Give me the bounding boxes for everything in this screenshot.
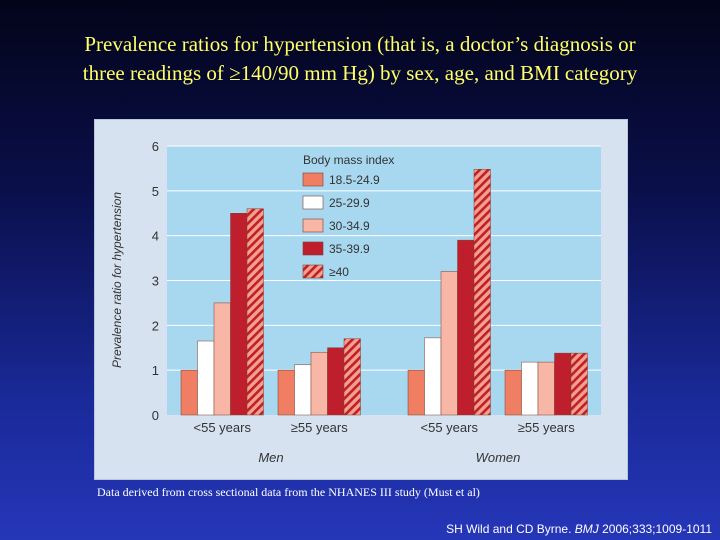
bar-series-3-cat-1 (327, 347, 345, 416)
y-tick-label-3: 3 (152, 274, 159, 289)
y-tick-label-4: 4 (152, 229, 159, 244)
legend-label-0: 18.5-24.9 (329, 173, 380, 187)
category-label-2: <55 years (421, 420, 479, 435)
bar-series-4-cat-3 (570, 352, 588, 416)
legend-swatch-1 (302, 195, 324, 210)
bar-series-2-cat-3 (537, 361, 555, 416)
title-line-1: Prevalence ratios for hypertension (that… (84, 32, 636, 56)
citation-details: 2006;333;1009-1011 (598, 522, 712, 536)
bar-series-4-cat-0 (246, 208, 264, 416)
bar-series-2-cat-2 (440, 271, 458, 416)
y-tick-label-5: 5 (152, 184, 159, 199)
bar-series-2-cat-0 (213, 302, 231, 416)
group-label-1: Women (476, 450, 521, 465)
bar-series-0-cat-3 (504, 369, 522, 416)
legend-swatch-0 (302, 172, 324, 187)
category-label-1: ≥55 years (291, 420, 348, 435)
legend-swatch-3 (302, 241, 324, 256)
bar-series-1-cat-0 (197, 340, 215, 416)
legend-label-2: 30-34.9 (329, 219, 370, 233)
bar-series-2-cat-1 (310, 351, 328, 416)
legend-label-3: 35-39.9 (329, 242, 370, 256)
legend-title: Body mass index (303, 153, 394, 167)
bar-series-3-cat-2 (457, 239, 475, 416)
legend-swatch-4 (302, 264, 324, 279)
citation: SH Wild and CD Byrne. BMJ 2006;333;1009-… (446, 522, 712, 536)
y-tick-label-0: 0 (152, 408, 159, 423)
bar-series-0-cat-1 (277, 369, 295, 416)
legend-swatch-2 (302, 218, 324, 233)
slide-title: Prevalence ratios for hypertension (that… (0, 30, 720, 88)
y-tick-label-6: 6 (152, 139, 159, 154)
bar-series-1-cat-2 (424, 337, 442, 416)
group-label-0: Men (258, 450, 283, 465)
citation-authors: SH Wild and CD Byrne. (446, 522, 575, 536)
bar-series-4-cat-2 (473, 169, 491, 416)
bar-series-3-cat-3 (554, 352, 572, 416)
bar-series-0-cat-2 (407, 369, 425, 416)
legend-label-4: ≥40 (329, 265, 349, 279)
bar-series-1-cat-3 (521, 361, 539, 416)
bar-series-4-cat-1 (343, 338, 361, 416)
legend-label-1: 25-29.9 (329, 196, 370, 210)
y-tick-label-2: 2 (152, 318, 159, 333)
title-line-2: three readings of ≥140/90 mm Hg) by sex,… (82, 61, 638, 85)
chart-panel: 0 1 2 3 4 5 6 Prevalence ratio for hypertension… (94, 119, 628, 480)
bar-series-1-cat-1 (294, 364, 312, 416)
y-tick-label-1: 1 (152, 363, 159, 378)
y-axis-label: Prevalence ratio for hypertension (110, 192, 124, 368)
bar-series-3-cat-0 (230, 213, 248, 416)
data-source-note: Data derived from cross sectional data f… (97, 485, 480, 499)
citation-journal: BMJ (574, 522, 599, 536)
category-label-3: ≥55 years (518, 420, 575, 435)
bar-series-0-cat-0 (180, 369, 198, 416)
category-label-0: <55 years (194, 420, 252, 435)
bar-chart: 0 1 2 3 4 5 6 Prevalence ratio for hypertension… (110, 139, 601, 465)
